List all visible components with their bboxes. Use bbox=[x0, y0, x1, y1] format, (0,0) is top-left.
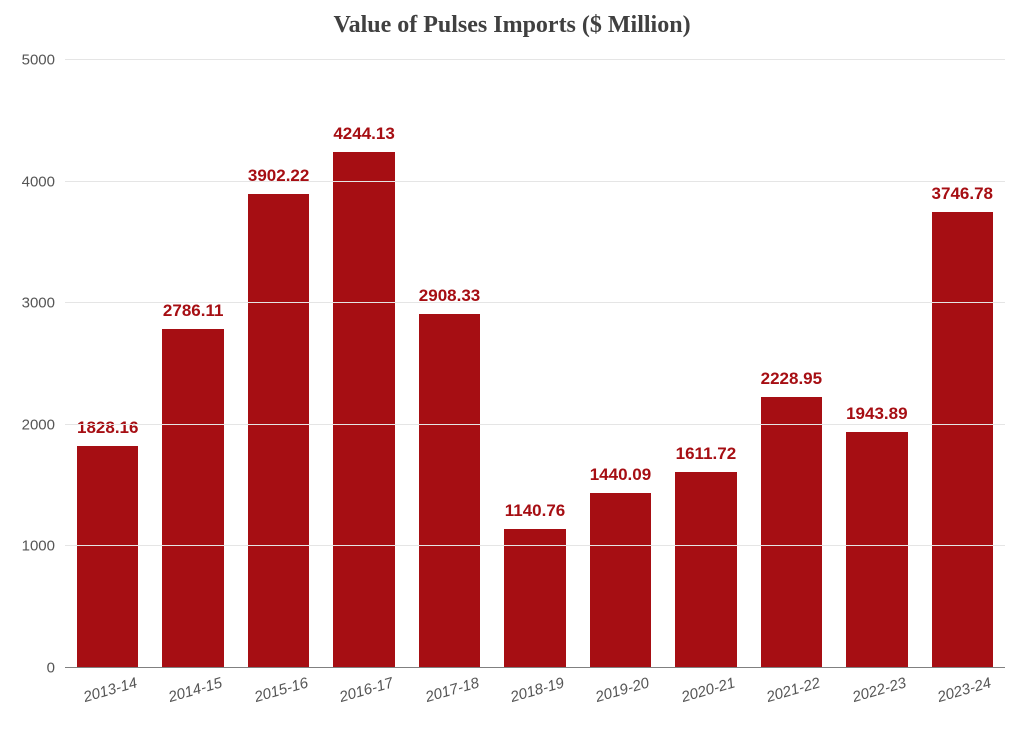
bar bbox=[504, 529, 566, 668]
x-tick-label: 2016-17 bbox=[316, 668, 417, 712]
bar bbox=[248, 194, 310, 669]
bar bbox=[77, 446, 139, 668]
y-tick-label: 0 bbox=[47, 660, 65, 677]
y-tick-label: 4000 bbox=[22, 173, 65, 190]
x-tick-label: 2017-18 bbox=[401, 668, 502, 712]
x-tick-label: 2013-14 bbox=[60, 668, 161, 712]
bar-value-label: 4244.13 bbox=[294, 124, 434, 144]
bar bbox=[932, 212, 994, 668]
bar-value-label: 3746.78 bbox=[892, 184, 1024, 204]
x-axis-baseline bbox=[65, 667, 1005, 668]
bar-value-label: 1140.76 bbox=[465, 501, 605, 521]
bar bbox=[675, 472, 737, 668]
bar-value-label: 1943.89 bbox=[807, 404, 947, 424]
x-tick-label: 2019-20 bbox=[572, 668, 673, 712]
x-tick-label: 2020-21 bbox=[658, 668, 759, 712]
bar bbox=[162, 329, 224, 668]
x-tick-label: 2023-24 bbox=[914, 668, 1015, 712]
bar-value-label: 3902.22 bbox=[209, 166, 349, 186]
grid-line bbox=[65, 424, 1005, 425]
y-tick-label: 3000 bbox=[22, 295, 65, 312]
y-tick-label: 2000 bbox=[22, 416, 65, 433]
x-tick-label: 2022-23 bbox=[829, 668, 930, 712]
grid-line bbox=[65, 59, 1005, 60]
bars-layer: 1828.162786.113902.224244.132908.331140.… bbox=[65, 60, 1005, 668]
grid-line bbox=[65, 181, 1005, 182]
bar bbox=[846, 432, 908, 668]
x-tick-label: 2018-19 bbox=[487, 668, 588, 712]
chart-container: Value of Pulses Imports ($ Million) 1828… bbox=[0, 0, 1024, 751]
x-tick-label: 2021-22 bbox=[743, 668, 844, 712]
bar-value-label: 2908.33 bbox=[380, 286, 520, 306]
x-tick-label: 2015-16 bbox=[231, 668, 332, 712]
bar bbox=[333, 152, 395, 668]
bar-value-label: 1611.72 bbox=[636, 444, 776, 464]
bar-value-label: 2228.95 bbox=[721, 369, 861, 389]
y-tick-label: 1000 bbox=[22, 538, 65, 555]
bar-value-label: 2786.11 bbox=[123, 301, 263, 321]
grid-line bbox=[65, 545, 1005, 546]
bar bbox=[590, 493, 652, 668]
bar bbox=[761, 397, 823, 668]
chart-title: Value of Pulses Imports ($ Million) bbox=[0, 12, 1024, 39]
bar-value-label: 1440.09 bbox=[550, 465, 690, 485]
grid-line bbox=[65, 302, 1005, 303]
y-tick-label: 5000 bbox=[22, 52, 65, 69]
x-tick-label: 2014-15 bbox=[145, 668, 246, 712]
bar bbox=[419, 314, 481, 668]
plot-area: 1828.162786.113902.224244.132908.331140.… bbox=[65, 60, 1005, 668]
